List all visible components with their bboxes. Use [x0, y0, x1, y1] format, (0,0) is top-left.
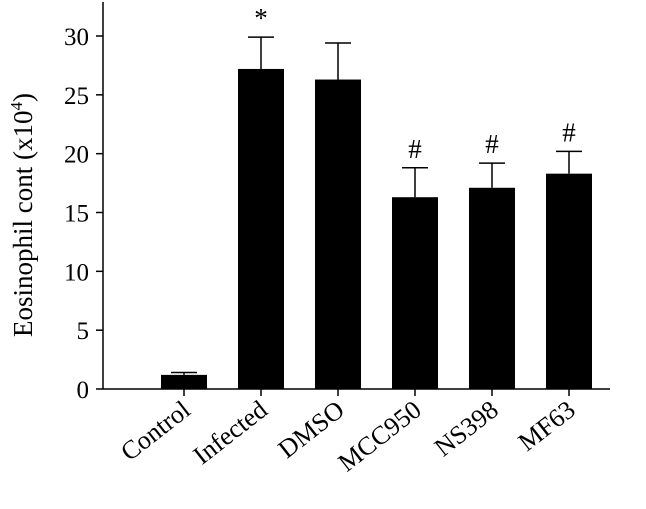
y-tick-label: 0 — [77, 377, 90, 404]
y-tick-label: 15 — [64, 201, 89, 228]
bar — [392, 197, 438, 389]
x-tick-label: Infected — [188, 395, 273, 470]
bar — [469, 187, 515, 389]
y-tick-label: 5 — [77, 318, 90, 345]
bar — [238, 68, 284, 390]
significance-marker: # — [562, 117, 576, 147]
y-tick-label: 10 — [64, 259, 89, 286]
x-tick-label: NS398 — [429, 395, 504, 462]
bar — [161, 374, 207, 389]
x-tick-label: MF63 — [513, 395, 581, 457]
significance-marker: * — [254, 3, 268, 33]
x-tick-label: MCC950 — [333, 395, 427, 477]
y-tick-label: 30 — [64, 24, 89, 51]
y-axis-label: Eosinophil cont (x104) — [7, 93, 38, 337]
significance-marker: # — [485, 129, 499, 159]
bars — [161, 36, 592, 390]
bar — [546, 173, 592, 389]
significance-marker: # — [408, 134, 422, 164]
bar — [315, 79, 361, 389]
x-tick-label: Control — [115, 395, 195, 467]
y-tick-label: 25 — [64, 83, 89, 110]
y-tick-label: 20 — [64, 142, 89, 169]
